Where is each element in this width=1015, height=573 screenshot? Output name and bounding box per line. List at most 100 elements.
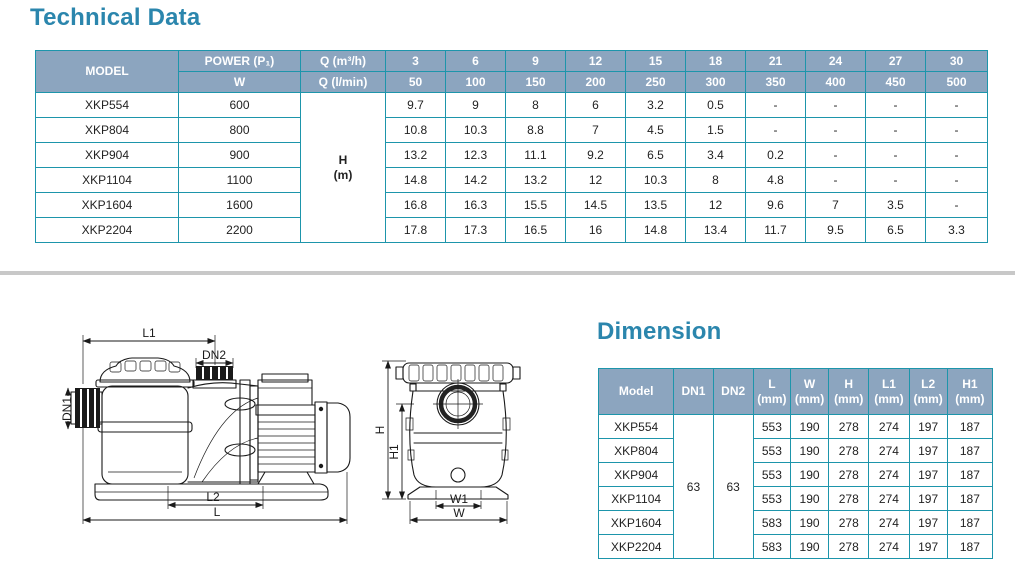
q-m3h-tick: 3 [385, 50, 446, 72]
h-value: - [805, 92, 866, 118]
h-value: 11.1 [505, 142, 566, 168]
dim-col-dn1: DN1 [673, 368, 714, 415]
model-cell: XKP804 [35, 117, 179, 143]
dim-value: 553 [752, 462, 791, 487]
dim-value: 197 [908, 534, 948, 559]
power-cell: 600 [178, 92, 301, 118]
dim-value: 553 [752, 414, 791, 439]
dim-label-l: L [214, 505, 221, 519]
dim-row: XKP1604 583 190 278 274 197 187 [597, 510, 994, 535]
dim-value: 197 [908, 510, 948, 535]
h-value: 3.2 [625, 92, 686, 118]
dim-label-h1: H1 [387, 444, 401, 460]
pump-front-view-drawing: H H1 W1 W [373, 360, 568, 545]
dim-value: 553 [752, 438, 791, 463]
h-value: 7 [565, 117, 626, 143]
h-value: 17.3 [445, 217, 506, 243]
h-value: 16.8 [385, 192, 446, 218]
h-value: - [865, 142, 926, 168]
dim-value: 187 [946, 462, 994, 487]
model-cell: XKP1604 [597, 510, 675, 535]
q-m3h-tick: 15 [625, 50, 686, 72]
model-cell: XKP554 [597, 414, 675, 439]
power-cell: 900 [178, 142, 301, 168]
q-m3h-tick: 27 [865, 50, 926, 72]
h-value: - [745, 92, 806, 118]
col-header-q-lmin: Q (l/min) [300, 71, 386, 93]
dim-value: 274 [868, 534, 910, 559]
power-cell: 1600 [178, 192, 301, 218]
model-cell: XKP804 [597, 438, 675, 463]
dim-col-l2: L2 (mm) [908, 368, 948, 415]
power-cell: 2200 [178, 217, 301, 243]
h-value: - [925, 117, 988, 143]
h-value: 14.8 [625, 217, 686, 243]
dim-value: 197 [908, 462, 948, 487]
front-view-dimensions: H H1 W1 W [373, 360, 508, 524]
h-value: 16.3 [445, 192, 506, 218]
dim-value: 197 [908, 414, 948, 439]
dim-value: 274 [868, 438, 910, 463]
h-value: - [925, 142, 988, 168]
h-value: - [865, 167, 926, 193]
h-value: 6.5 [625, 142, 686, 168]
h-value: 14.5 [565, 192, 626, 218]
q-m3h-tick: 12 [565, 50, 626, 72]
dim-value: 274 [868, 414, 910, 439]
h-value: 3.5 [865, 192, 926, 218]
model-cell: XKP1104 [35, 167, 179, 193]
h-value: 11.7 [745, 217, 806, 243]
h-value: 8 [685, 167, 746, 193]
dim-label-w1: W1 [450, 492, 468, 506]
dim-value: 583 [752, 510, 791, 535]
h-value: - [745, 117, 806, 143]
dim-row: XKP804 553 190 278 274 197 187 [597, 438, 994, 463]
q-lmin-tick: 100 [445, 71, 506, 93]
model-cell: XKP554 [35, 92, 179, 118]
tech-header-row-1: MODEL POWER (P₁) Q (m³/h) 3 6 9 12 15 18… [35, 50, 988, 93]
dim-value: 190 [789, 462, 830, 487]
col-header-power: POWER (P₁) [178, 50, 301, 72]
h-value: 9.7 [385, 92, 446, 118]
q-m3h-tick: 18 [685, 50, 746, 72]
dim-col-h: H (mm) [828, 368, 870, 415]
h-value: 13.2 [505, 167, 566, 193]
tech-row: XKP1604 1600 16.8 16.3 15.5 14.5 13.5 12… [35, 192, 988, 218]
h-value: - [805, 142, 866, 168]
col-header-power-unit: W [178, 71, 301, 93]
q-lmin-tick: 350 [745, 71, 806, 93]
dim-col-w: W (mm) [789, 368, 830, 415]
tech-row: XKP554 600 H (m) 9.7 9 8 6 3.2 0.5 - - -… [35, 92, 988, 243]
power-cell: 1100 [178, 167, 301, 193]
h-value: - [865, 92, 926, 118]
model-cell: XKP904 [597, 462, 675, 487]
dim-value: 278 [828, 414, 870, 439]
h-value: 1.5 [685, 117, 746, 143]
q-lmin-tick: 400 [805, 71, 866, 93]
h-value: 14.2 [445, 167, 506, 193]
h-value: 17.8 [385, 217, 446, 243]
q-lmin-tick: 300 [685, 71, 746, 93]
dim-value: 274 [868, 486, 910, 511]
h-value: - [805, 167, 866, 193]
h-value: - [925, 167, 988, 193]
dim-header-row: Model DN1 DN2 L (mm) W (mm) H (mm) L1 (m… [597, 368, 994, 415]
h-value: 0.5 [685, 92, 746, 118]
model-cell: XKP1604 [35, 192, 179, 218]
h-value: 9.2 [565, 142, 626, 168]
dim-label-h: H [373, 426, 387, 435]
h-value: - [865, 117, 926, 143]
dim-value: 190 [789, 510, 830, 535]
tech-header-row-2: W Q (l/min) 50 100 150 200 250 300 350 4… [36, 71, 988, 93]
dimension-title: Dimension [597, 318, 722, 345]
dim-value: 190 [789, 486, 830, 511]
col-header-model: MODEL [35, 50, 179, 93]
q-m3h-tick: 6 [445, 50, 506, 72]
h-value: 13.5 [625, 192, 686, 218]
h-value: 16.5 [505, 217, 566, 243]
h-value: 14.8 [385, 167, 446, 193]
dim-value: 197 [908, 486, 948, 511]
h-value: 13.4 [685, 217, 746, 243]
dim-value: 190 [789, 414, 830, 439]
